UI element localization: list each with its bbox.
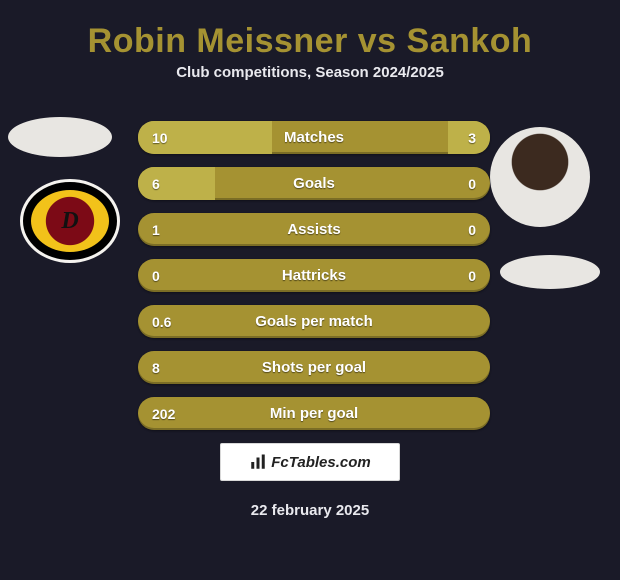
stat-value-left: 0.6: [152, 314, 171, 330]
stat-label: Hattricks: [282, 267, 346, 284]
stat-label: Goals: [293, 175, 335, 192]
stat-value-left: 8: [152, 360, 160, 376]
comparison-card: Robin Meissner vs Sankoh Club competitio…: [0, 0, 620, 580]
stat-value-left: 1: [152, 222, 160, 238]
stat-value-left: 202: [152, 406, 175, 422]
stat-row: 0 0 Hattricks: [138, 259, 490, 292]
stat-row: 1 0 Assists: [138, 213, 490, 246]
stat-row: 202 Min per goal: [138, 397, 490, 430]
stat-label: Min per goal: [270, 405, 358, 422]
date-line: 22 february 2025: [0, 502, 620, 519]
stat-bars: 103Matches60Goals10Assists00Hattricks0.6…: [138, 121, 490, 430]
player-left-avatar: [8, 117, 112, 157]
vs-title: Robin Meissner vs Sankoh: [0, 22, 620, 61]
season-subtitle: Club competitions, Season 2024/2025: [0, 64, 620, 81]
stat-value-left: 6: [152, 176, 160, 192]
stat-row: 10 3 Matches: [138, 121, 490, 154]
stat-value-right: 0: [468, 222, 476, 238]
stat-value-right: 0: [468, 268, 476, 284]
stat-value-right: 3: [468, 130, 476, 146]
stat-label: Goals per match: [255, 313, 373, 330]
bar-chart-icon: [249, 453, 267, 471]
stat-value-right: 0: [468, 176, 476, 192]
stat-label: Assists: [287, 221, 340, 238]
club-right-badge: [500, 255, 600, 289]
stat-row: 0.6 Goals per match: [138, 305, 490, 338]
dynamo-dresden-icon: D: [31, 190, 109, 252]
club-left-badge: D: [20, 179, 120, 263]
stat-value-left: 0: [152, 268, 160, 284]
stat-fill-left: [138, 167, 215, 200]
player-right-avatar: [490, 127, 590, 227]
stat-value-left: 10: [152, 130, 168, 146]
stat-label: Matches: [284, 129, 344, 146]
fctables-badge: FcTables.com: [220, 443, 400, 481]
stat-label: Shots per goal: [262, 359, 366, 376]
fctables-label: FcTables.com: [271, 454, 370, 471]
stat-row: 8 Shots per goal: [138, 351, 490, 384]
stat-row: 6 0 Goals: [138, 167, 490, 200]
